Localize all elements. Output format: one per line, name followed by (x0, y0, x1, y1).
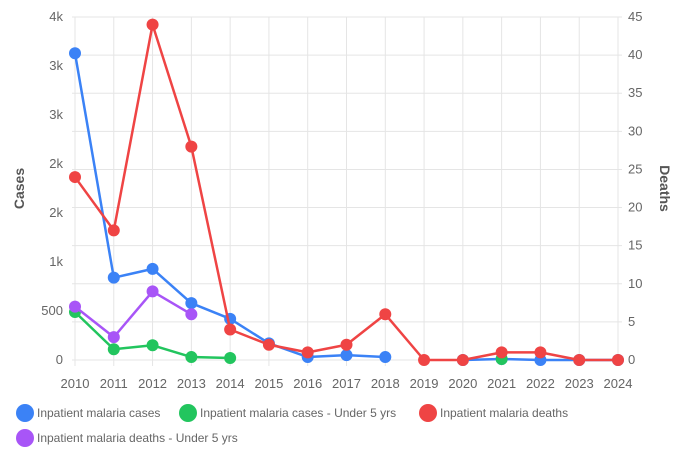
x-tick-label: 2018 (371, 376, 400, 391)
y-right-tick-label: 5 (628, 314, 635, 329)
legend-marker-icon (419, 404, 437, 422)
series-4 (69, 285, 198, 344)
y-left-tick-label: 500 (41, 303, 63, 318)
data-point (224, 323, 237, 336)
x-tick-label: 2024 (604, 376, 633, 391)
x-tick-label: 2017 (332, 376, 361, 391)
y-right-tick-label: 0 (628, 352, 635, 367)
data-point (495, 346, 508, 359)
data-point (262, 338, 275, 351)
x-tick-label: 2016 (293, 376, 322, 391)
data-point (146, 339, 159, 352)
y-left-axis-title: Cases (11, 168, 27, 209)
data-point (69, 300, 81, 313)
data-point (107, 343, 120, 356)
legend-label: Inpatient malaria cases - Under 5 yrs (200, 406, 396, 420)
data-point (379, 308, 392, 321)
data-point (418, 354, 431, 366)
x-tick-label: 2012 (138, 376, 167, 391)
y-right-tick-label: 35 (628, 85, 642, 100)
y-right-tick-label: 30 (628, 123, 642, 138)
data-point (573, 354, 586, 366)
y-right-tick-label: 10 (628, 276, 642, 291)
data-point (340, 349, 353, 362)
y-right-tick-label: 20 (628, 200, 642, 215)
legend[interactable]: Inpatient malaria cases Inpatient malaria… (16, 404, 568, 447)
y-left-tick-label: 0 (56, 352, 63, 367)
legend-marker-icon (16, 429, 34, 447)
y-left-tick-label: 4k (49, 9, 63, 24)
data-point (146, 285, 159, 298)
data-point (224, 352, 237, 365)
data-point (107, 271, 120, 284)
x-tick-label: 2021 (487, 376, 516, 391)
x-tick-label: 2022 (526, 376, 555, 391)
legend-label: Inpatient malaria cases (37, 406, 160, 420)
legend-marker-icon (179, 404, 197, 422)
y-left-tick-label: 2k (49, 156, 63, 171)
x-tick-label: 2013 (177, 376, 206, 391)
data-point (185, 140, 198, 153)
data-point (185, 308, 198, 321)
series-2 (69, 305, 508, 366)
y-left-tick-label: 2k (49, 205, 63, 220)
data-point (107, 331, 120, 344)
series-lines (69, 18, 624, 366)
x-tick-label: 2010 (61, 376, 90, 391)
data-point (340, 338, 353, 351)
y-right-tick-label: 25 (628, 161, 642, 176)
data-point (107, 224, 120, 237)
data-point (612, 354, 624, 366)
data-point (185, 297, 198, 310)
data-point (379, 351, 392, 364)
x-tick-label: 2011 (100, 376, 128, 391)
y-right-tick-label: 45 (628, 9, 642, 24)
y-left-tick-label: 3k (49, 107, 63, 122)
x-tick-label: 2020 (448, 376, 477, 391)
legend-item[interactable]: Inpatient malaria deaths - Under 5 yrs (16, 429, 238, 447)
legend-marker-icon (16, 404, 34, 422)
data-point (534, 346, 547, 359)
y-left-tick-label: 3k (49, 58, 63, 73)
x-tick-label: 2015 (254, 376, 283, 391)
legend-label: Inpatient malaria deaths (440, 406, 568, 420)
series-line (74, 290, 192, 339)
legend-item[interactable]: Inpatient malaria deaths (419, 404, 568, 422)
legend-label: Inpatient malaria deaths - Under 5 yrs (37, 431, 238, 445)
y-right-tick-label: 15 (628, 238, 642, 253)
data-point (185, 351, 198, 364)
x-tick-label: 2014 (216, 376, 245, 391)
y-right-tick-label: 40 (628, 47, 642, 62)
series-3 (69, 18, 624, 366)
legend-item[interactable]: Inpatient malaria cases - Under 5 yrs (179, 404, 396, 422)
legend-item[interactable]: Inpatient malaria cases (16, 404, 160, 422)
x-tick-label: 2023 (565, 376, 594, 391)
data-point (146, 18, 159, 31)
data-point (69, 171, 81, 184)
data-point (69, 47, 81, 60)
axes: 0 500 1k 2k 2k 3k 3k 4k 0 5 10 15 20 25 30 35 40 45 2010 20… (11, 9, 673, 391)
grid-lines (72, 16, 622, 366)
x-tick-label: 2019 (410, 376, 439, 391)
y-right-axis-title: Deaths (657, 165, 673, 212)
data-point (301, 346, 314, 359)
y-left-tick-label: 1k (49, 254, 63, 269)
data-point (456, 354, 469, 366)
data-point (146, 262, 159, 275)
